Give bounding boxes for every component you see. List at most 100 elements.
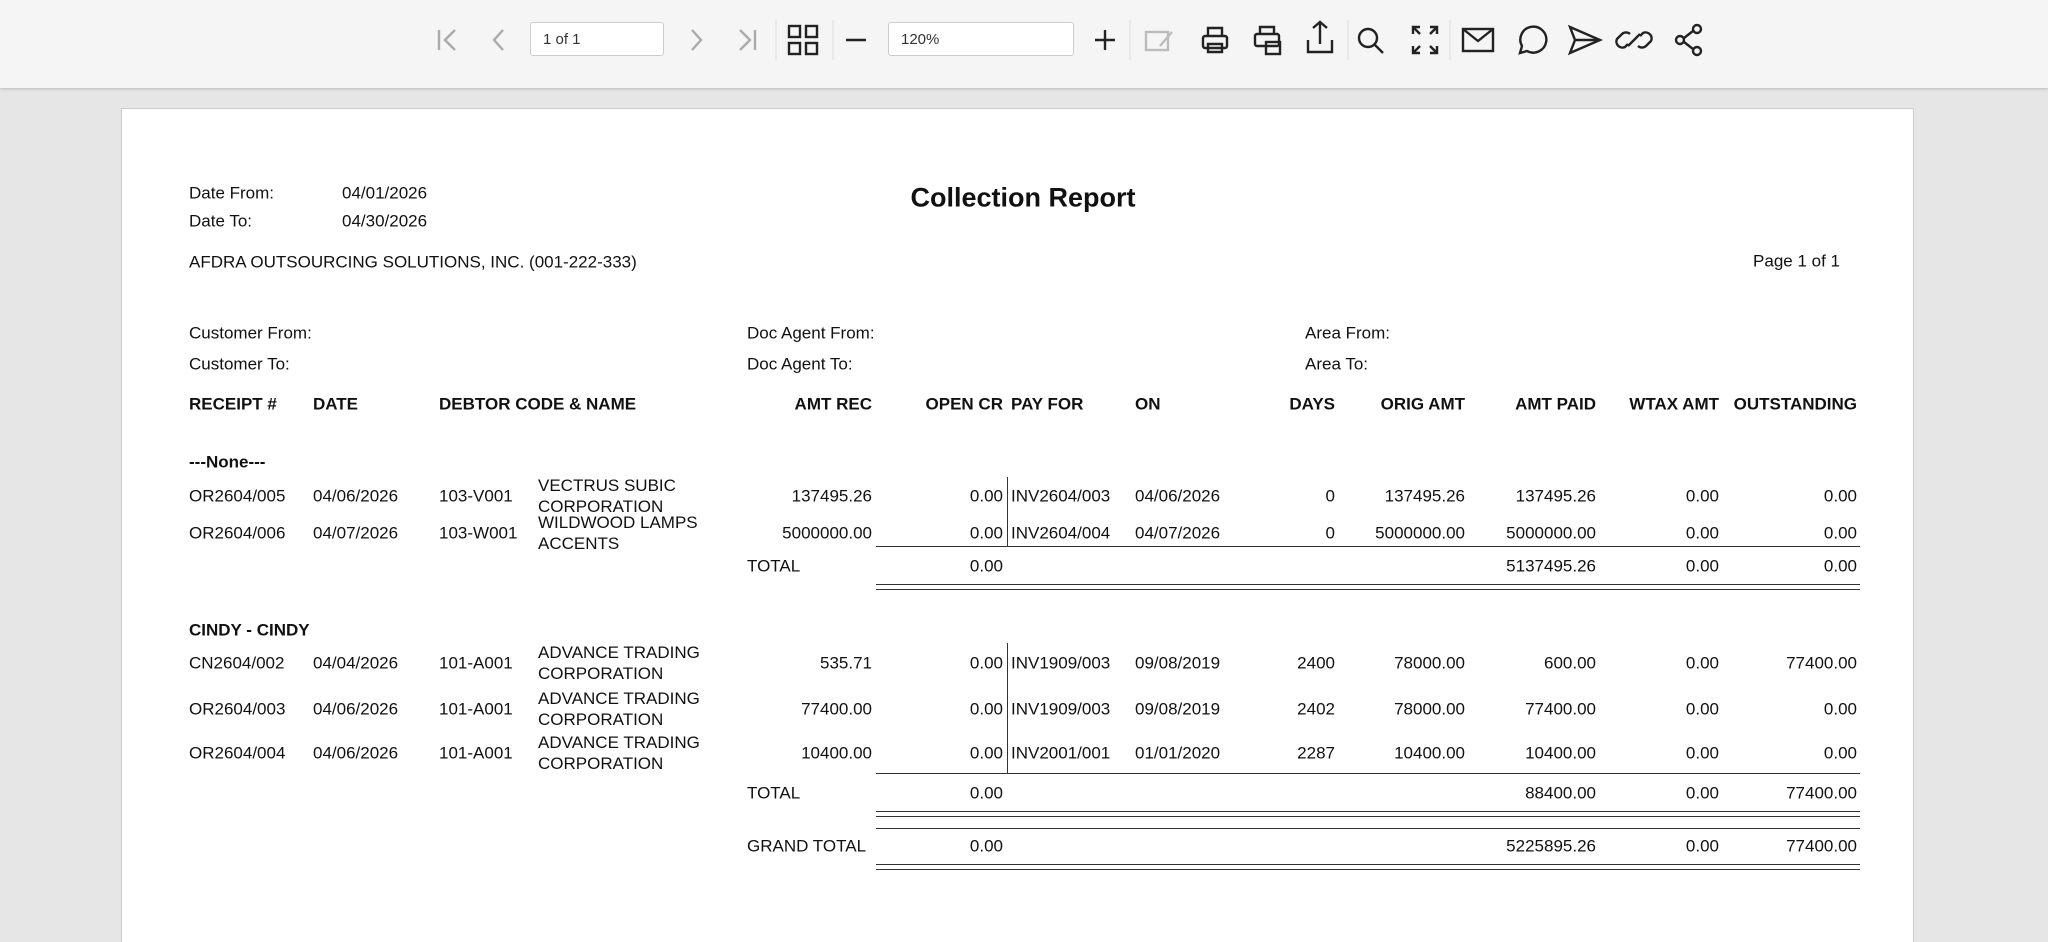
total-open-cr: 0.00 [969, 836, 1003, 856]
cell: 0.00 [1685, 653, 1719, 673]
page-select[interactable]: 1 of 1 [530, 22, 664, 56]
print-page[interactable] [1253, 25, 1282, 56]
email[interactable] [1461, 27, 1495, 53]
rule-line [876, 584, 1860, 585]
whatsapp[interactable] [1518, 25, 1548, 55]
cell: 137495.26 [1384, 486, 1465, 506]
rule-line [876, 773, 1860, 774]
total-label: GRAND TOTAL [747, 836, 867, 856]
cell: ADVANCE TRADING CORPORATION [538, 689, 700, 729]
group-heading: CINDY - CINDY [189, 620, 310, 640]
cell: ADVANCE TRADING CORPORATION [538, 643, 700, 683]
cell: OR2604/004 [189, 743, 286, 763]
cell: INV2604/004 [1011, 523, 1111, 543]
report-title: Collection Report [910, 182, 1136, 213]
zoom-select[interactable]: 120% [888, 22, 1074, 56]
send[interactable] [1567, 24, 1604, 56]
cell: 0.00 [1685, 699, 1719, 719]
share[interactable] [1674, 23, 1703, 57]
cell: 103-V001 [439, 486, 513, 506]
cell: 0 [1325, 486, 1335, 506]
cell: 5000000.00 [782, 523, 872, 543]
total-outstanding: 77400.00 [1786, 836, 1857, 856]
cell: 535.71 [820, 653, 872, 673]
last-page[interactable] [739, 29, 757, 51]
column-header: RECEIPT # [189, 394, 277, 414]
report-page [121, 108, 1914, 942]
cell: INV2604/003 [1011, 486, 1111, 506]
cell: 77400.00 [1525, 699, 1596, 719]
column-header: PAY FOR [1011, 394, 1084, 414]
column-divider [1007, 643, 1008, 773]
cell: 2400 [1297, 653, 1335, 673]
total-open-cr: 0.00 [969, 556, 1003, 576]
thumbnails[interactable] [787, 24, 819, 56]
cell: 600.00 [1544, 653, 1596, 673]
prev-page[interactable] [492, 29, 504, 51]
rule-line [876, 811, 1860, 812]
export[interactable] [1306, 20, 1334, 54]
cell: 137495.26 [791, 486, 872, 506]
cell: 77400.00 [801, 699, 872, 719]
next-page[interactable] [691, 29, 703, 51]
cell: 04/06/2026 [313, 486, 399, 506]
company-name: AFDRA OUTSOURCING SOLUTIONS, INC. (001-2… [189, 252, 637, 272]
cell: 04/07/2026 [313, 523, 399, 543]
cell: 04/04/2026 [313, 653, 399, 673]
first-page[interactable] [437, 29, 456, 51]
column-header: DATE [313, 394, 359, 414]
total-amt-paid: 88400.00 [1525, 783, 1596, 803]
print[interactable] [1201, 26, 1229, 54]
total-amt-paid: 5225895.26 [1506, 836, 1596, 856]
toolbar: 1 of 1 120% [0, 0, 2048, 88]
fullscreen[interactable] [1411, 25, 1439, 55]
group-heading: ---None--- [189, 452, 266, 472]
cell: 0.00 [1685, 523, 1719, 543]
cell: 78000.00 [1394, 653, 1465, 673]
cell: 0.00 [969, 486, 1003, 506]
edit[interactable] [1144, 30, 1173, 52]
cell: 01/01/2020 [1135, 743, 1221, 763]
total-label: TOTAL [747, 556, 801, 576]
cell: 10400.00 [1525, 743, 1596, 763]
total-outstanding: 0.00 [1823, 556, 1857, 576]
toolbar-icons [437, 20, 1703, 60]
filter-label: Customer To: [189, 354, 290, 374]
filter-label: Area From: [1305, 323, 1391, 343]
cell: 04/06/2026 [313, 699, 399, 719]
cell: 0.00 [969, 523, 1003, 543]
filter-label: Customer From: [189, 323, 312, 343]
cell: 04/06/2026 [1135, 486, 1221, 506]
cell: INV1909/003 [1011, 653, 1111, 673]
date-to-label: Date To: [189, 211, 253, 231]
column-header: DEBTOR CODE & NAME [439, 394, 637, 414]
cell: 103-W001 [439, 523, 518, 543]
filter-label: Area To: [1305, 354, 1369, 374]
cell: 137495.26 [1515, 486, 1596, 506]
rule-line [876, 869, 1860, 870]
rule-line [876, 864, 1860, 865]
cell: 2287 [1297, 743, 1335, 763]
cell: 0.00 [1823, 486, 1857, 506]
column-header: AMT REC [794, 394, 872, 414]
search[interactable] [1357, 27, 1384, 54]
zoom-in[interactable] [1095, 30, 1115, 50]
cell: 0.00 [969, 653, 1003, 673]
cell: CN2604/002 [189, 653, 285, 673]
cell: 04/07/2026 [1135, 523, 1221, 543]
cell: 78000.00 [1394, 699, 1465, 719]
page-number: Page 1 of 1 [1753, 251, 1840, 271]
cell: 77400.00 [1786, 653, 1857, 673]
link[interactable] [1615, 31, 1653, 49]
cell: 10400.00 [801, 743, 872, 763]
total-amt-paid: 5137495.26 [1506, 556, 1596, 576]
rule-line [876, 828, 1860, 829]
cell: 0.00 [1685, 743, 1719, 763]
column-header: OPEN CR [925, 394, 1003, 414]
cell: 09/08/2019 [1135, 653, 1221, 673]
filter-label: Doc Agent From: [747, 323, 875, 343]
cell: OR2604/003 [189, 699, 286, 719]
cell: 0.00 [969, 699, 1003, 719]
cell: 0.00 [1823, 523, 1857, 543]
